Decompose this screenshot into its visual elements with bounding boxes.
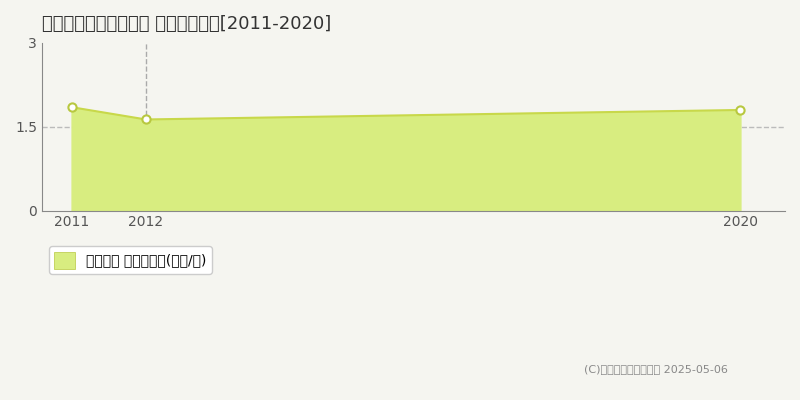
Legend: 土地価格 平均坪単価(万円/坪): 土地価格 平均坪単価(万円/坪) bbox=[49, 246, 212, 274]
Text: (C)土地価格ドットコム 2025-05-06: (C)土地価格ドットコム 2025-05-06 bbox=[584, 364, 728, 374]
Point bbox=[65, 104, 78, 110]
Text: 新潟市秋葉区小戸下組 土地価格推移[2011-2020]: 新潟市秋葉区小戸下組 土地価格推移[2011-2020] bbox=[42, 15, 331, 33]
Point bbox=[139, 116, 152, 123]
Point bbox=[734, 107, 747, 113]
